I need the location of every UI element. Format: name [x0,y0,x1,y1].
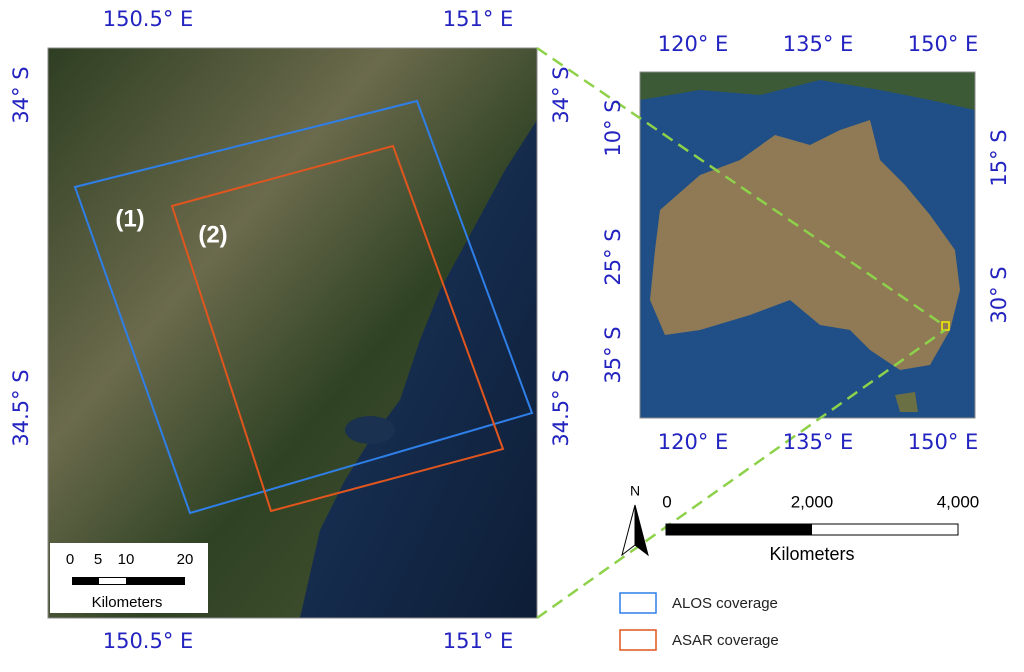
site-map [47,47,538,619]
lon-label: 120° E [658,32,729,56]
zoom-line [536,328,946,620]
lon-label: 151° E [443,7,514,31]
scale-tick: 2,000 [791,492,834,511]
scale-tick: 10 [118,551,135,568]
scale-tick: 5 [94,551,102,568]
lon-label: 150° E [908,430,979,454]
scale-tick: 0 [662,492,671,511]
lon-label: 151° E [443,629,514,653]
lat-label: 34.5° S [549,369,573,446]
legend-label: ASAR coverage [672,632,779,649]
lat-label: 10° S [601,99,625,156]
lat-label: 15° S [987,129,1011,186]
legend-label: ALOS coverage [672,595,778,612]
lat-label: 25° S [601,228,625,285]
lon-label: 150° E [908,32,979,56]
lon-label: 135° E [783,32,854,56]
legend-swatch [619,629,657,651]
scale-bar: 0 5 10 20 Kilometers [50,543,208,613]
lat-label: 34.5° S [9,369,33,446]
scale-tick: 4,000 [937,492,980,511]
lon-label: 150.5° E [103,629,194,653]
lat-label: 34° S [9,66,33,123]
alos-coverage [73,99,534,515]
scale-tick: 0 [66,551,74,568]
north-arrow: N [621,483,649,557]
lat-label: 35° S [601,326,625,383]
legend-swatch [619,592,657,614]
asar-coverage [170,144,505,513]
zoom-line [536,46,946,328]
region-label: (1) [115,205,144,232]
scale-unit: Kilometers [769,544,854,564]
scale-bar: 0 2,000 4,000 Kilometers [662,492,979,563]
lat-label: 34° S [549,66,573,123]
region-label: (2) [198,221,227,248]
lon-label: 150.5° E [103,7,194,31]
lat-label: 30° S [987,266,1011,323]
scale-tick: 20 [177,551,194,568]
scale-unit: Kilometers [92,594,163,611]
north-label: N [630,483,640,499]
lon-label: 120° E [658,430,729,454]
inset-map [639,71,976,419]
lon-label: 135° E [783,430,854,454]
